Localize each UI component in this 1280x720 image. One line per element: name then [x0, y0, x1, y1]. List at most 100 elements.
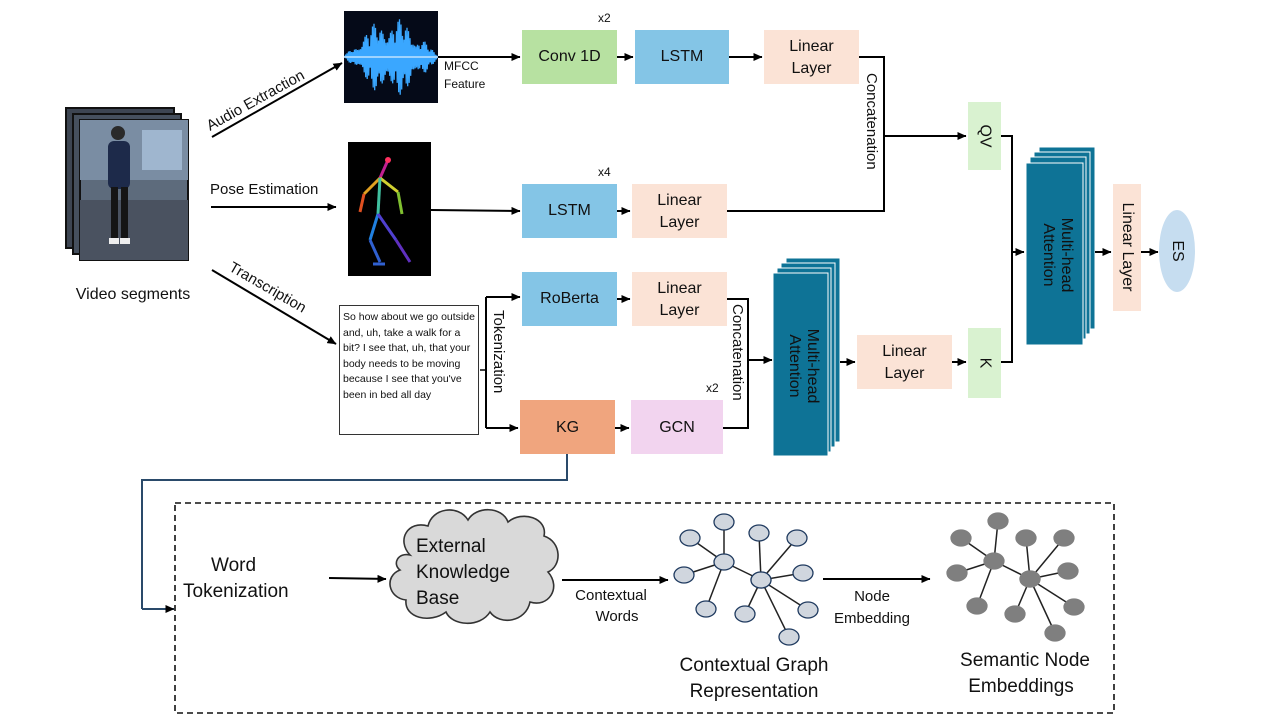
tokenization-label: Tokenization [490, 310, 507, 393]
mfcc-label-2: Feature [444, 77, 486, 91]
final-linear-label: Linear Layer [1119, 203, 1136, 293]
qv-label: QV [976, 124, 993, 147]
kb-label-3: Base [416, 588, 459, 609]
graph-node [1004, 605, 1026, 623]
semantic-embeddings-graph-icon [946, 512, 1085, 642]
text-concatenation-label: Concatenation [729, 304, 746, 401]
gcn-label: GCN [659, 419, 695, 436]
word-tokenization-label-2: Tokenization [183, 581, 289, 602]
k-label: K [976, 358, 993, 369]
post-linear-label-2: Layer [884, 365, 925, 382]
text-linear-label-2: Layer [659, 302, 700, 319]
pose-to-lstm-arrow [430, 206, 521, 215]
graph-node [1015, 529, 1037, 547]
audio-branch-arrow [211, 62, 343, 138]
pose-estimation-label: Pose Estimation [210, 181, 318, 198]
graph-node [695, 600, 717, 618]
final-linear-block [1113, 184, 1141, 311]
graph-edge [760, 579, 790, 638]
audio-extraction-label: Audio Extraction [204, 67, 308, 135]
audio-waveform-icon [344, 11, 439, 103]
graph-node [1044, 624, 1066, 642]
contextual-words-label-2: Words [595, 608, 638, 625]
fusion-attention-label-2: Attention [1040, 223, 1057, 286]
audio-lstm-label: LSTM [661, 48, 704, 65]
graph-label-1: Contextual Graph [680, 655, 829, 676]
graph-node [748, 524, 770, 542]
text-attention-label-1: Multi-head [804, 329, 821, 404]
graph-node [778, 628, 800, 646]
fusion-attention-block [1025, 146, 1096, 346]
graph-node [983, 552, 1005, 570]
roberta-block [522, 272, 617, 326]
embeddings-label-1: Semantic Node [960, 650, 1090, 671]
contextual-words-label-1: Contextual [575, 587, 647, 604]
es-label: ES [1169, 240, 1186, 261]
roberta-label: RoBerta [540, 290, 599, 307]
audio-linear-block [764, 30, 859, 84]
pose-linear-label-1: Linear [657, 192, 702, 209]
transcript-box: So how about we go outside and, uh, take… [339, 305, 479, 435]
graph-node [713, 553, 735, 571]
graph-node [673, 566, 695, 584]
fusion-attention-label-1: Multi-head [1058, 218, 1075, 293]
text-concat-bracket [723, 298, 749, 429]
pose-skeleton-icon [348, 142, 431, 276]
graph-node [1053, 529, 1075, 547]
kb-label-2: Knowledge [416, 562, 510, 583]
conv1d-block [522, 30, 617, 84]
graph-node [950, 529, 972, 547]
graph-node [1019, 570, 1041, 588]
graph-node [1063, 598, 1085, 616]
qv-k-bracket [1001, 135, 1013, 363]
text-linear-label-1: Linear [657, 280, 702, 297]
graph-node [734, 605, 756, 623]
gcn-repeat-label: x2 [706, 381, 719, 395]
kg-detail-panel [174, 502, 1115, 714]
graph-node [966, 597, 988, 615]
video-segments-label: Video segments [76, 286, 190, 303]
graph-node [786, 529, 808, 547]
node-embedding-label-1: Node [854, 588, 890, 605]
conv-repeat-label: x2 [598, 11, 611, 25]
gcn-block [631, 400, 723, 454]
text-attention-label-2: Attention [786, 334, 803, 397]
word-tokenization-label-1: Word [211, 555, 256, 576]
es-output-node [1159, 210, 1195, 292]
graph-edge [1029, 578, 1056, 634]
pose-lstm-block [522, 184, 617, 238]
kb-label-1: External [416, 536, 486, 557]
video-frames-icon [65, 107, 189, 261]
pose-linear-block [632, 184, 727, 238]
mfcc-label-1: MFCC [444, 59, 479, 73]
text-linear-block [632, 272, 727, 326]
graph-node [946, 564, 968, 582]
qv-block [968, 102, 1001, 170]
transcription-label: Transcription [226, 259, 309, 317]
audio-linear-label-2: Layer [791, 60, 832, 77]
text-attention-block [772, 257, 841, 457]
transcription-branch-arrow [211, 269, 337, 345]
post-linear-label-1: Linear [882, 343, 927, 360]
kg-detail-connector [141, 454, 568, 609]
post-attention-linear-block [857, 335, 952, 389]
graph-node [1057, 562, 1079, 580]
node-embedding-label-2: Embedding [834, 610, 910, 627]
audio-linear-label-1: Linear [789, 38, 834, 55]
k-block [968, 328, 1001, 398]
graph-node [713, 513, 735, 531]
knowledge-base-cloud-icon [389, 508, 559, 625]
audio-lstm-block [635, 30, 729, 84]
top-concatenation-label: Concatenation [863, 73, 880, 170]
kg-label: KG [556, 419, 579, 436]
embeddings-label-2: Embeddings [968, 676, 1074, 697]
graph-node [987, 512, 1009, 530]
pose-lstm-repeat-label: x4 [598, 165, 611, 179]
tokenization-to-kb-arrow [328, 574, 387, 583]
top-concat-bracket [727, 56, 885, 212]
conv1d-label: Conv 1D [538, 48, 600, 65]
pose-lstm-label: LSTM [548, 202, 591, 219]
contextual-graph-icon [673, 513, 819, 646]
graph-node [679, 529, 701, 547]
